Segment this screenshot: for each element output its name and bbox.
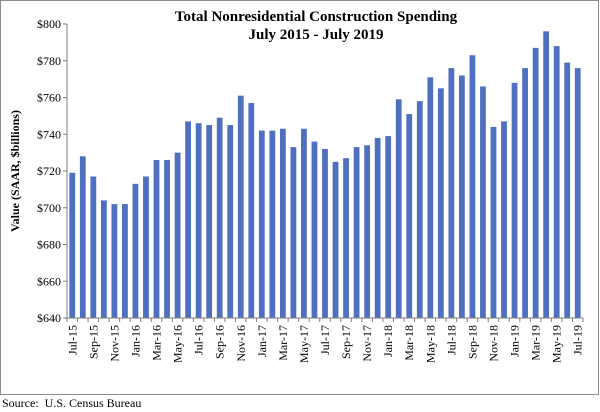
- bar-sep-18: [469, 55, 476, 319]
- x-tick-label: Mar-19: [529, 325, 543, 361]
- y-tick-label: $680: [37, 238, 61, 252]
- y-tick-label: $800: [37, 17, 61, 31]
- bar-jul-19: [574, 68, 581, 318]
- x-tick-label: Jan-19: [508, 325, 522, 357]
- bar-mar-18: [406, 114, 413, 318]
- x-axis-ticks: Jul-15 Sep-15 Nov-15 Jan-16 Mar-16 May-16 Jul-…: [65, 318, 585, 363]
- bar-dec-16: [248, 103, 255, 318]
- bar-jan-16: [132, 183, 139, 318]
- y-tick-label: $760: [37, 91, 61, 105]
- chart-title-line-1: Total Nonresidential Construction Spendi…: [175, 9, 458, 25]
- x-tick-label: Jan-18: [381, 325, 395, 357]
- source-note: Source: U.S. Census Bureau: [2, 396, 142, 410]
- bar-jul-18: [448, 68, 455, 318]
- x-tick-label: Mar-17: [276, 325, 290, 361]
- bar-jun-16: [185, 121, 191, 318]
- bar-sep-17: [343, 158, 349, 318]
- bar-jan-19: [511, 82, 518, 318]
- bar-dec-18: [501, 121, 507, 318]
- x-tick-label: May-17: [297, 325, 311, 363]
- x-tick-label: May-16: [171, 325, 185, 363]
- bar-jul-16: [195, 123, 202, 318]
- bar-aug-17: [332, 161, 339, 318]
- bar-mar-19: [532, 47, 539, 318]
- x-tick-label: Sep-15: [86, 325, 100, 359]
- chart-title-line-2: July 2015 - July 2019: [248, 27, 383, 43]
- y-tick-label: $700: [37, 201, 61, 215]
- y-tick-label: $780: [37, 54, 61, 68]
- y-axis-ticks: $640 $660 $680 $700 $720 $740 $760 $780 $800: [37, 17, 67, 325]
- x-tick-label: Jul-16: [192, 325, 206, 355]
- bar-may-19: [553, 46, 560, 319]
- x-tick-label: Mar-18: [402, 325, 416, 361]
- x-tick-label: Mar-16: [150, 325, 164, 361]
- x-tick-label: Sep-18: [465, 325, 479, 359]
- bar-sep-16: [216, 117, 223, 319]
- bar-feb-16: [143, 176, 149, 318]
- bar-oct-16: [227, 125, 234, 318]
- bar-apr-18: [416, 101, 423, 318]
- bar-jan-17: [258, 130, 265, 318]
- bar-dec-15: [122, 204, 128, 318]
- bar-oct-18: [480, 86, 486, 318]
- y-axis-label: Value (SAAR, $billions): [8, 110, 22, 232]
- bar-jun-17: [311, 141, 318, 318]
- bar-may-16: [174, 152, 181, 319]
- bar-aug-15: [79, 156, 86, 318]
- bar-jul-15: [69, 172, 76, 318]
- y-tick-label: $660: [37, 274, 61, 288]
- bar-aug-18: [459, 75, 465, 318]
- x-tick-label: May-18: [423, 325, 437, 363]
- bar-dec-17: [374, 137, 381, 318]
- bar-mar-17: [279, 128, 286, 318]
- bar-nov-17: [364, 145, 371, 318]
- bar-nov-18: [490, 126, 497, 319]
- bar-feb-18: [395, 99, 402, 318]
- x-tick-label: Jan-17: [255, 325, 269, 357]
- x-tick-label: Jan-16: [128, 325, 142, 357]
- x-tick-label: Nov-17: [360, 325, 374, 362]
- x-tick-label: Nov-16: [234, 325, 248, 362]
- bar-apr-16: [164, 159, 170, 318]
- bar-mar-16: [153, 159, 160, 318]
- bar-feb-17: [269, 130, 276, 318]
- x-tick-label: Jul-18: [444, 325, 458, 355]
- x-tick-label: Jul-19: [571, 325, 585, 355]
- x-tick-label: Jul-17: [318, 325, 332, 355]
- y-tick-label: $640: [37, 311, 61, 325]
- y-tick-label: $720: [37, 164, 61, 178]
- bar-feb-19: [522, 68, 528, 318]
- bars: [69, 31, 581, 319]
- x-tick-label: Sep-17: [339, 325, 353, 359]
- x-tick-label: Nov-18: [486, 325, 500, 362]
- bar-sep-15: [90, 176, 97, 318]
- bar-may-18: [427, 77, 434, 318]
- bar-jul-17: [322, 148, 328, 318]
- bar-nov-16: [237, 95, 244, 318]
- x-tick-label: Sep-16: [213, 325, 227, 359]
- chart-frame: [0, 0, 599, 395]
- bar-jun-19: [564, 62, 571, 319]
- bar-oct-17: [353, 147, 360, 318]
- x-tick-label: Nov-15: [107, 325, 121, 362]
- x-tick-label: May-19: [550, 325, 564, 363]
- bar-chart: Total Nonresidential Construction Spendi…: [8, 9, 585, 363]
- bar-jun-18: [437, 88, 444, 318]
- bar-apr-19: [543, 31, 550, 318]
- x-tick-label: Jul-15: [65, 325, 79, 355]
- y-tick-label: $740: [37, 127, 61, 141]
- bar-may-17: [301, 128, 307, 318]
- bar-nov-15: [111, 204, 118, 318]
- bar-oct-15: [100, 200, 107, 318]
- bar-apr-17: [290, 147, 297, 318]
- bar-jan-18: [385, 136, 392, 318]
- bar-aug-16: [206, 125, 213, 318]
